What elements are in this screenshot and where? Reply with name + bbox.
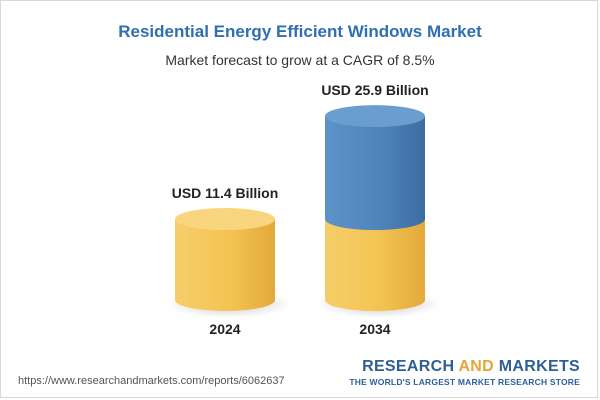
category-label-2024: 2024: [209, 321, 240, 337]
brand-logo: RESEARCH AND MARKETS THE WORLD'S LARGEST…: [349, 358, 580, 387]
bar-base-segment-2034: [325, 219, 425, 311]
chart-title: Residential Energy Efficient Windows Mar…: [118, 22, 482, 41]
bar-growth-segment-2034: [325, 116, 425, 231]
bar-top-2024: [175, 208, 275, 231]
brand-tagline: THE WORLD'S LARGEST MARKET RESEARCH STOR…: [349, 377, 580, 387]
bar-2024: [175, 219, 275, 311]
category-label-2034: 2034: [359, 321, 390, 337]
source-url[interactable]: https://www.researchandmarkets.com/repor…: [18, 375, 285, 387]
value-label-2024: USD 11.4 Billion: [172, 185, 279, 201]
bar-top-2034: [325, 105, 425, 128]
brand-name: RESEARCH AND MARKETS: [362, 358, 580, 375]
value-label-2034: USD 25.9 Billion: [321, 82, 428, 98]
chart-subtitle: Market forecast to grow at a CAGR of 8.5…: [165, 52, 435, 68]
